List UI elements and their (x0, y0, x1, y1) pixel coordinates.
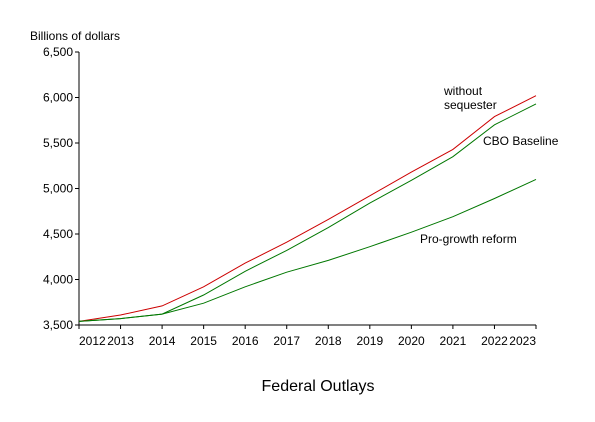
x-tick-label: 2014 (149, 334, 176, 348)
x-tick-label: 2021 (440, 334, 467, 348)
y-tick-label: 5,000 (43, 182, 73, 196)
series-label-1: CBO Baseline (483, 134, 559, 148)
x-tick-label: 2017 (273, 334, 300, 348)
series-label-line: CBO Baseline (483, 134, 559, 148)
series-label-0: without sequester (443, 84, 497, 112)
series-label-line: sequester (444, 98, 497, 112)
x-tick-label: 2019 (356, 334, 383, 348)
series-label-line: Pro-growth reform (420, 232, 517, 246)
series-labels: without sequester CBO Baseline Pro-growth r… (420, 84, 559, 246)
x-tick-label: 2012 (79, 334, 106, 348)
y-tick-label: 4,000 (43, 273, 73, 287)
y-tick-label: 3,500 (43, 318, 73, 332)
x-tick-label: 2015 (190, 334, 217, 348)
series-line-0 (78, 95, 537, 322)
y-tick-label: 5,500 (43, 136, 73, 150)
x-tick-label: 2013 (107, 334, 134, 348)
series-line-2 (78, 178, 537, 322)
chart-caption: Federal Outlays (262, 378, 375, 395)
y-tick-label: 6,000 (43, 91, 73, 105)
y-tick-label: 6,500 (43, 45, 73, 59)
series-lines (78, 95, 537, 322)
series-line-1 (78, 103, 537, 322)
series-label-line: without (443, 84, 483, 98)
x-tick-label: 2018 (315, 334, 342, 348)
series-label-2: Pro-growth reform (420, 232, 517, 246)
y-axis-title: Billions of dollars (30, 29, 120, 43)
x-tick-label: 2020 (398, 334, 425, 348)
x-tick-label: 2023 (509, 334, 536, 348)
y-tick-label: 4,500 (43, 227, 73, 241)
x-tick-label: 2022 (481, 334, 508, 348)
x-tick-label: 2016 (232, 334, 259, 348)
